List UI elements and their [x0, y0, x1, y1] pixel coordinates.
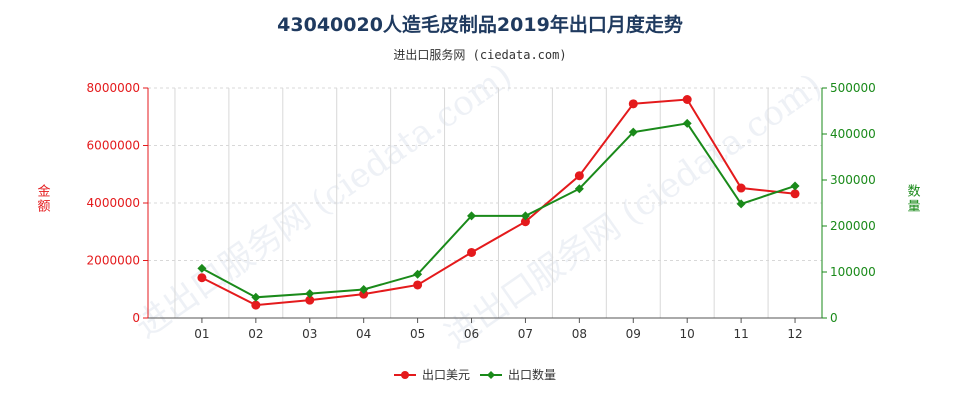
data-point	[359, 284, 369, 294]
x-axis-tick-label: 05	[410, 327, 425, 341]
data-point	[520, 217, 530, 227]
series-line-2	[201, 122, 796, 299]
watermark-text: 进出口服务网 (ciedata.com)	[128, 56, 519, 347]
x-axis-tick-label: 09	[626, 327, 641, 341]
right-axis-tick-label: 400000	[830, 127, 876, 141]
left-axis-tick-label: 2000000	[87, 254, 140, 268]
x-axis-tick-label: 03	[302, 327, 317, 341]
data-point	[413, 280, 423, 290]
series	[197, 95, 800, 310]
legend-marker	[401, 371, 409, 379]
right-axis-tick-label: 300000	[830, 173, 876, 187]
right-axis-tick-label: 0	[830, 311, 838, 325]
data-point	[628, 99, 638, 109]
x-axis-tick-label: 11	[733, 327, 748, 341]
data-point	[574, 171, 584, 181]
data-point	[413, 269, 423, 279]
x-axis-tick-label: 10	[680, 327, 695, 341]
data-point	[682, 118, 692, 128]
legend-label: 出口数量	[508, 367, 556, 382]
right-axis-title: 数量	[907, 185, 920, 215]
chart-subtitle: 进出口服务网 (ciedata.com)	[393, 48, 567, 62]
left-axis-title: 金额	[37, 184, 50, 215]
x-axis-tick-label: 12	[787, 327, 802, 341]
chart-title: 43040020人造毛皮制品2019年出口月度走势	[277, 14, 683, 36]
left-axis-tick-label: 4000000	[87, 196, 140, 210]
right-axis-tick-label: 500000	[830, 81, 876, 95]
left-axis-tick-label: 6000000	[87, 139, 140, 153]
left-axis-tick-label: 0	[132, 311, 140, 325]
watermark-text: 进出口服务网 (ciedata.com)	[438, 66, 829, 357]
data-point	[197, 263, 207, 273]
data-point	[305, 289, 315, 299]
legend[interactable]: 出口美元 出口数量	[394, 367, 556, 382]
grid	[148, 87, 823, 319]
data-point	[251, 300, 261, 310]
right-axis-tick-label: 200000	[830, 219, 876, 233]
data-point	[251, 292, 261, 302]
series-line-1	[201, 98, 796, 307]
data-point	[682, 95, 692, 104]
x-axis-tick-label: 07	[518, 327, 533, 341]
watermark: 进出口服务网 (ciedata.com)进出口服务网 (ciedata.com)	[128, 56, 829, 357]
data-point	[467, 247, 477, 257]
data-point	[574, 184, 584, 194]
data-point	[790, 181, 800, 191]
x-axis-tick-label: 04	[356, 327, 371, 341]
data-point	[197, 273, 207, 283]
data-point	[790, 189, 800, 199]
x-axis-tick-label: 02	[248, 327, 263, 341]
data-point	[305, 295, 315, 305]
x-axis-tick-label: 01	[194, 327, 209, 341]
legend-label: 出口美元	[422, 368, 470, 382]
x-axis-tick-label: 08	[572, 327, 587, 341]
legend-marker	[487, 371, 495, 379]
data-point	[359, 289, 369, 299]
left-axis-tick-label: 8000000	[87, 81, 140, 95]
data-point	[628, 127, 638, 137]
data-point	[520, 211, 530, 221]
axes: 0 2000000 4000000 6000000 8000000 0 100000 2000…	[37, 81, 920, 341]
data-point	[467, 211, 477, 221]
x-axis-tick-label: 06	[464, 327, 479, 341]
data-point	[736, 199, 746, 209]
data-point	[736, 183, 746, 193]
right-axis-tick-label: 100000	[830, 265, 876, 279]
